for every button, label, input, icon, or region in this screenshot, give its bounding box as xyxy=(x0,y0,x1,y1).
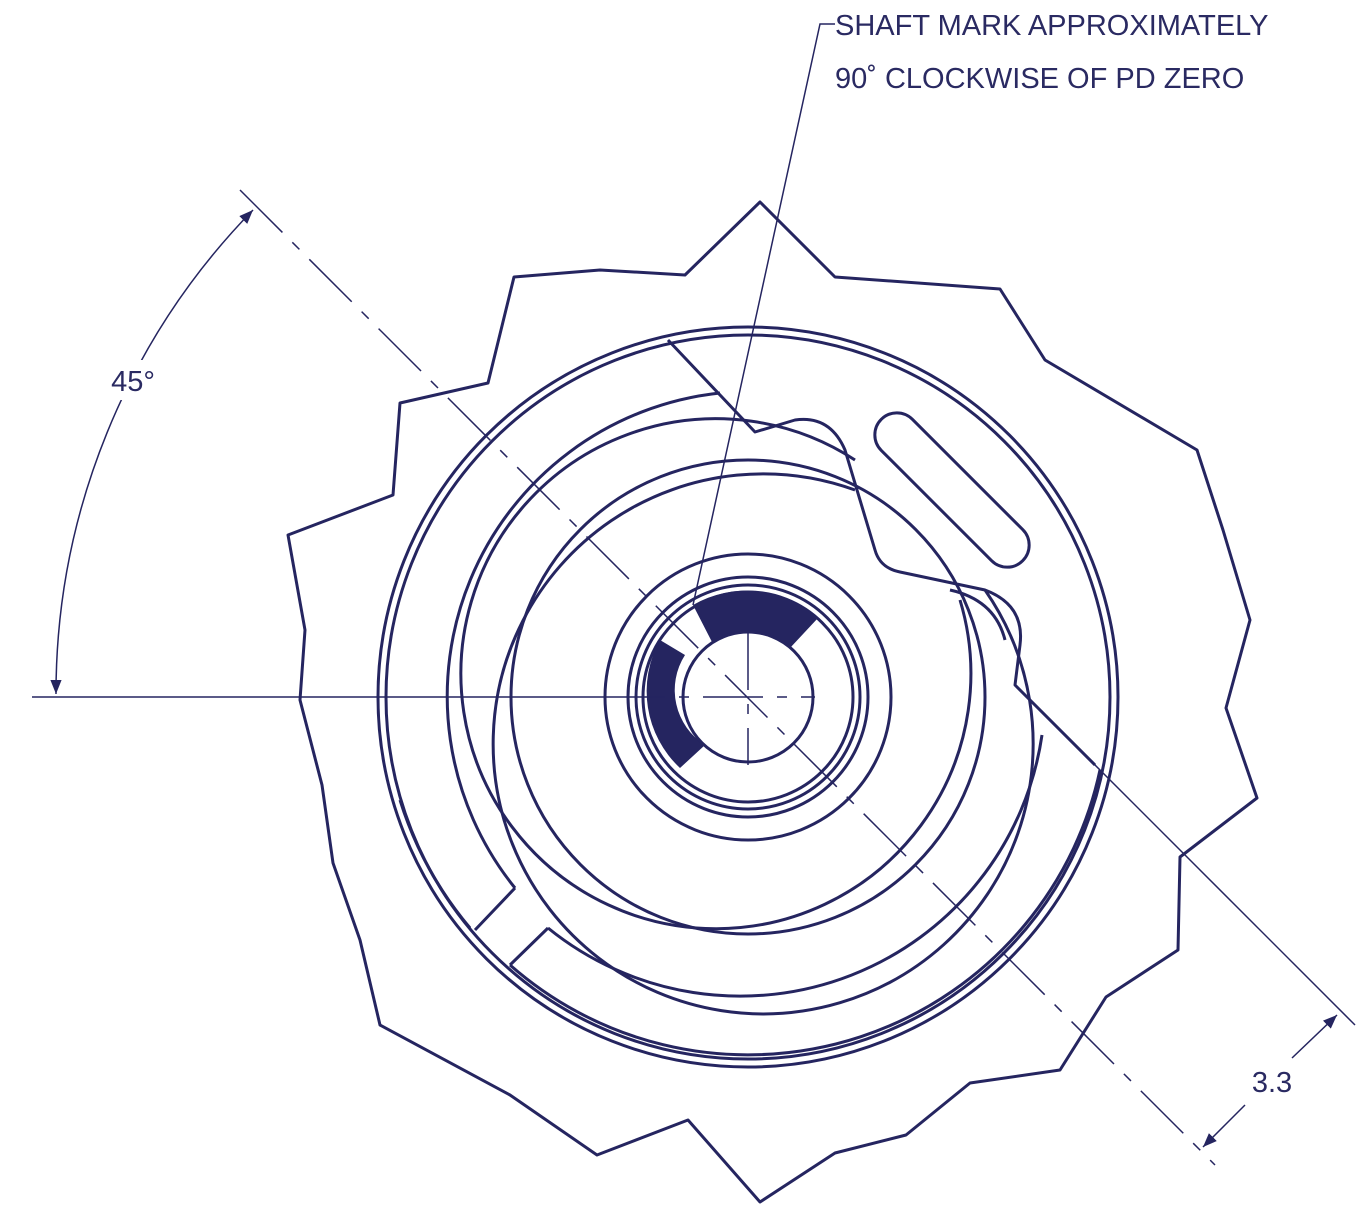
hatch-top xyxy=(693,590,818,648)
ring-305 xyxy=(445,391,1044,998)
ring-270 xyxy=(491,472,1035,1016)
key-cutout xyxy=(666,338,1097,767)
hatch-left xyxy=(646,640,705,768)
diagonal-centerline xyxy=(239,189,1216,1166)
angle-arc xyxy=(50,209,254,695)
ring-gap xyxy=(473,886,550,967)
annotation-line: SHAFT MARK APPROXIMATELY xyxy=(835,10,1269,42)
dim-arrow-lower xyxy=(1202,1104,1246,1148)
dim-arrow-upper xyxy=(1291,1014,1338,1059)
extension-line xyxy=(1014,684,1356,1026)
label-bg xyxy=(100,360,165,400)
ring-segment xyxy=(398,769,1102,1057)
offset-label: 3.3 xyxy=(1252,1067,1292,1099)
gear-outline xyxy=(286,200,1259,1204)
annotation-line: 90˚ CLOCKWISE OF PD ZERO xyxy=(835,63,1244,95)
leader-line xyxy=(692,23,835,606)
slot xyxy=(873,411,1031,569)
ring-255 xyxy=(459,417,973,931)
cutout-arc xyxy=(949,588,1007,641)
angle-label: 45° xyxy=(111,366,155,398)
